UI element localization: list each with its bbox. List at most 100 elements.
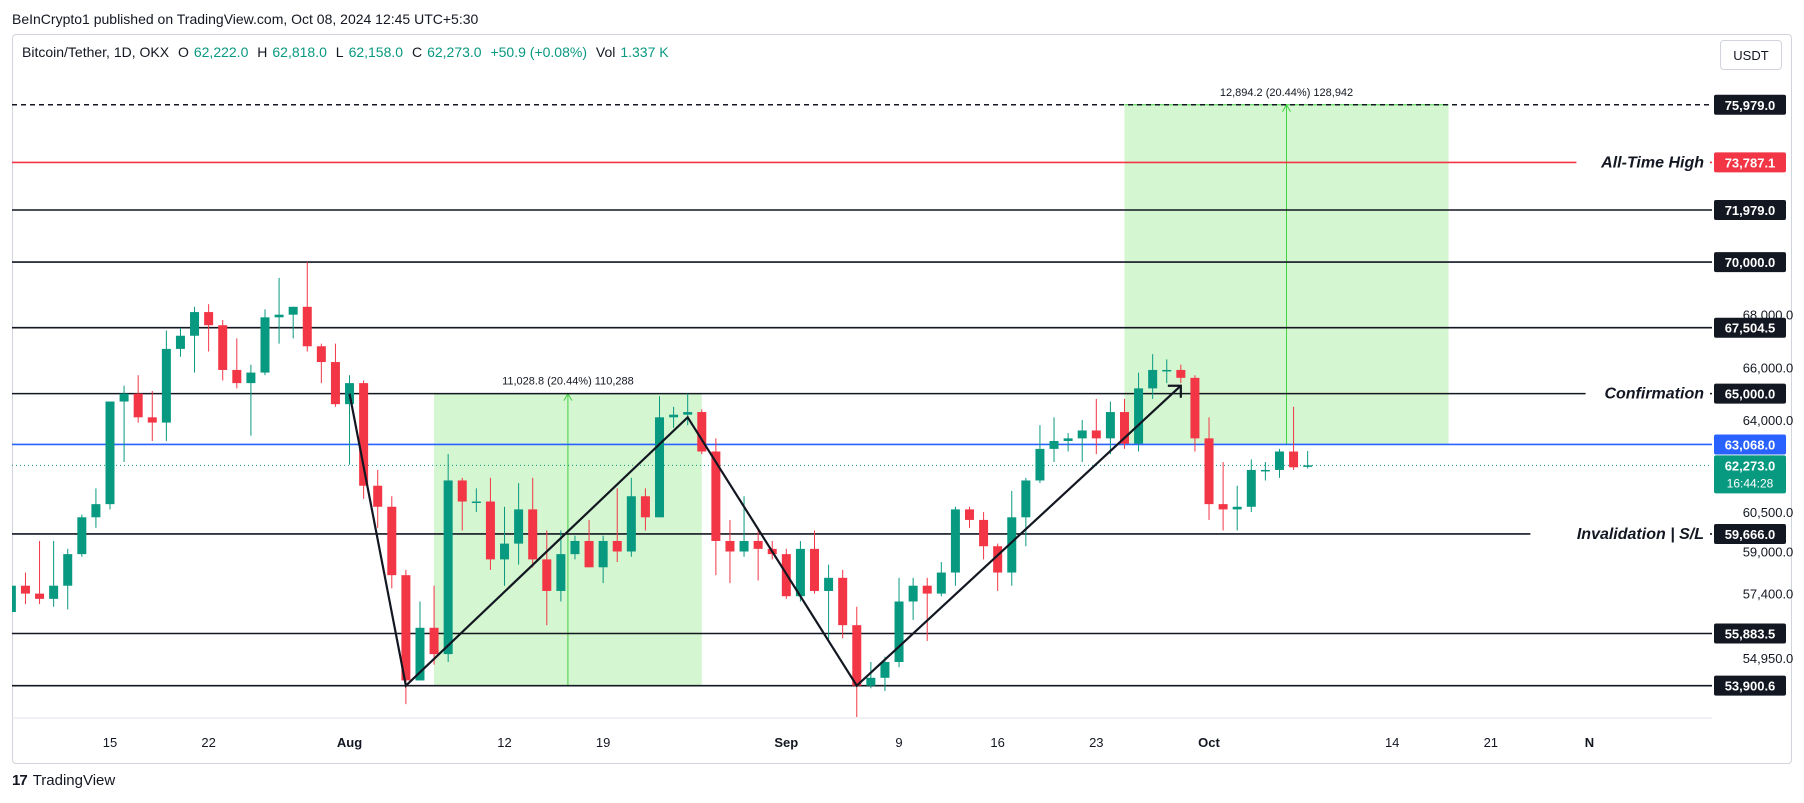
candle-body (1303, 465, 1313, 467)
projection-label-2: 12,894.2 (20.44%) 128,942 (1220, 87, 1353, 99)
candle-body (1077, 430, 1087, 439)
candle-body (824, 577, 834, 591)
candle-body (922, 585, 932, 594)
symbol-name[interactable]: Bitcoin/Tether, 1D, OKX (22, 44, 170, 60)
candle-body (795, 548, 805, 597)
candle-body (500, 543, 510, 560)
price-scale-label: 66,000.0 (1743, 360, 1794, 375)
candle-body (175, 335, 185, 349)
time-scale-label: 16 (990, 735, 1004, 750)
level-price-tag-4: 70,000.0 (1725, 255, 1776, 270)
volume-value: 1.337 K (620, 44, 669, 60)
level-price-tag-bg-9 (1714, 623, 1786, 644)
candle-body (415, 627, 425, 681)
candle-body (838, 577, 848, 626)
candle-body (683, 412, 693, 415)
close-value: 62,273.0 (427, 44, 482, 60)
candle-body (1035, 448, 1045, 481)
low-value: 62,158.0 (348, 44, 404, 60)
candle-body (1232, 506, 1242, 510)
level-price-tag-bg-1 (1714, 94, 1786, 115)
candle-body (471, 501, 481, 504)
candle-body (91, 504, 101, 518)
candle-body (810, 548, 819, 591)
level-price-tag-2: 73,787.1 (1725, 155, 1776, 170)
candle-body (725, 540, 735, 552)
high-value: 62,818.0 (272, 44, 327, 60)
candle-body (1119, 412, 1129, 444)
candle-body (598, 540, 608, 568)
candle-body (514, 509, 524, 544)
candle-body (908, 585, 918, 602)
time-scale-label: 23 (1089, 735, 1103, 750)
candle-body (147, 417, 157, 423)
level-annotation-2: All-Time High (1600, 154, 1704, 171)
candle-body (556, 554, 566, 591)
symbol-legend: Bitcoin/Tether, 1D, OKX O 62,222.0 H 62,81… (22, 44, 674, 60)
level-price-tag-6: 65,000.0 (1725, 387, 1776, 402)
candle-body (457, 480, 467, 502)
price-scale-label: 64,000.0 (1743, 413, 1794, 428)
candle-body (1063, 438, 1073, 441)
candle-body (1007, 517, 1017, 573)
level-price-tag-1: 75,979.0 (1725, 98, 1776, 113)
w-pattern-arrowhead (1167, 384, 1182, 398)
price-scale-label: 60,500.0 (1743, 505, 1794, 520)
price-scale-label: 59,000.0 (1743, 545, 1794, 560)
tradingview-footer[interactable]: 17 TradingView (12, 772, 115, 789)
candle-body (218, 325, 228, 370)
candle-body (316, 346, 326, 363)
candle-body (302, 306, 312, 347)
candle-body (105, 401, 115, 505)
time-scale-label: 12 (497, 735, 511, 750)
time-scale-label: 9 (895, 735, 902, 750)
candle-body (584, 540, 594, 568)
candle-body (1049, 440, 1059, 449)
level-price-tag-bg-10 (1714, 675, 1786, 696)
level-price-tag-3: 71,979.0 (1725, 203, 1776, 218)
candle-body (626, 496, 636, 552)
candle-body (1134, 388, 1144, 444)
candle-body (373, 485, 383, 507)
level-price-tag-8: 59,666.0 (1725, 527, 1776, 542)
level-price-tag-bg-7 (1714, 434, 1786, 455)
last-price-tag-bg (1714, 455, 1786, 494)
chart-frame (12, 34, 1792, 764)
candle-body (1218, 504, 1228, 510)
candle-body (35, 593, 45, 599)
level-price-tag-7: 63,068.0 (1725, 437, 1776, 452)
level-price-tag-bg-8 (1714, 523, 1786, 544)
level-annotation-6: Confirmation (1604, 386, 1704, 403)
candle-body (964, 509, 974, 520)
level-annotation-8: Invalidation | S/L (1577, 526, 1704, 543)
currency-button[interactable]: USDT (1720, 40, 1782, 70)
candle-body (880, 662, 890, 678)
publisher-line: BeInCrypto1 published on TradingView.com… (12, 11, 479, 27)
candle-body (133, 393, 143, 418)
volume-label: Vol (595, 44, 616, 60)
level-price-tag-bg-3 (1714, 200, 1786, 221)
candle-body (359, 383, 369, 486)
price-scale-label: 57,400.0 (1743, 587, 1794, 602)
projection-arrowhead-2 (1282, 103, 1291, 113)
last-price-tag: 62,273.0 (1725, 458, 1776, 473)
candle-body (993, 546, 1003, 573)
candle-body (246, 372, 256, 384)
plot-area (12, 103, 1712, 717)
candle-body (1260, 469, 1270, 472)
candle-body (119, 393, 129, 402)
time-scale-label: 22 (201, 735, 215, 750)
level-price-tag-bg-2 (1714, 152, 1786, 173)
candle-body (1289, 451, 1299, 468)
candle-body (232, 369, 242, 384)
level-price-tag-bg-5 (1714, 317, 1786, 338)
candle-body (852, 625, 862, 686)
candle-body (204, 312, 214, 326)
candle-body (429, 627, 439, 655)
candle-body (655, 417, 665, 518)
candle-body (1148, 369, 1158, 389)
candle-body (739, 540, 749, 552)
candle-body (260, 317, 270, 373)
candle-body (443, 480, 453, 655)
